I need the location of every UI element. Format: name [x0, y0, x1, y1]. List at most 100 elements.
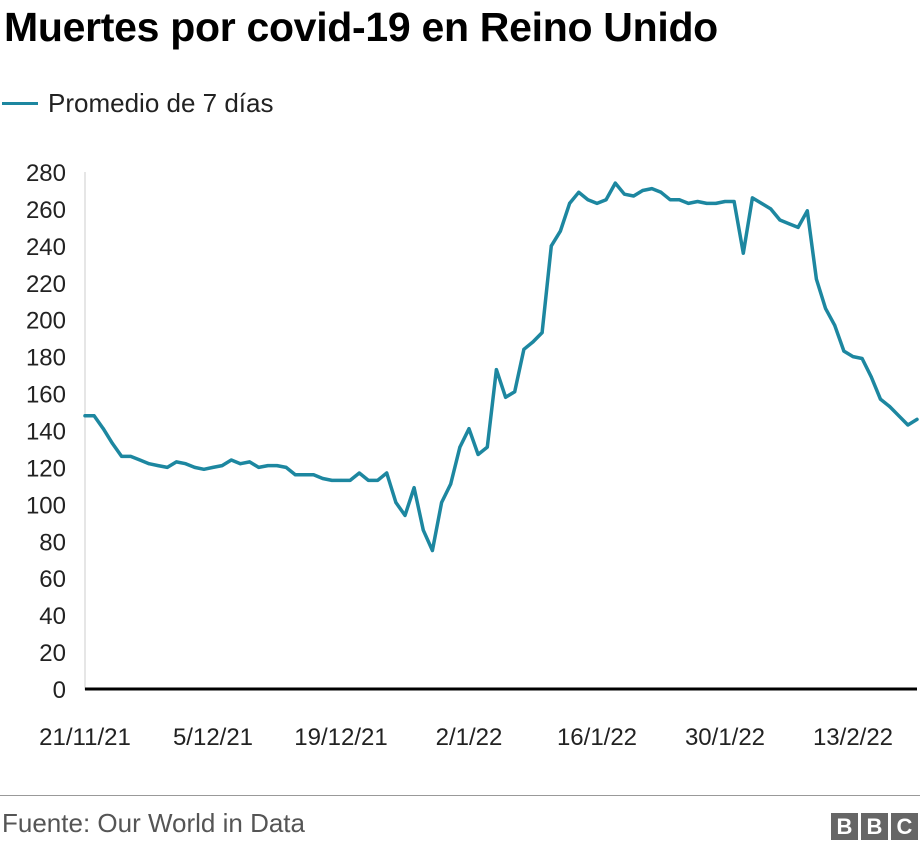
y-tick-labels: 0 20 40 60 80 100 120 140 160 180 200 220 240 260 280 [26, 160, 66, 704]
data-point [622, 192, 626, 196]
data-point [101, 427, 105, 431]
data-point [92, 414, 96, 418]
data-point [120, 454, 124, 458]
chart-title: Muertes por covid-19 en Reino Unido [4, 4, 718, 50]
bbc-logo: B B C [831, 813, 918, 840]
data-point [805, 209, 809, 213]
data-point [586, 198, 590, 202]
data-point [357, 471, 361, 475]
data-point [604, 198, 608, 202]
x-tick-label: 16/1/22 [557, 724, 637, 751]
x-tick-label: 30/1/22 [685, 724, 765, 751]
data-point [787, 222, 791, 226]
data-point [440, 501, 444, 505]
data-point [677, 198, 681, 202]
bbc-logo-block: B [831, 813, 858, 840]
data-point [824, 307, 828, 311]
y-tick-label: 40 [39, 603, 66, 630]
data-point [147, 462, 151, 466]
data-point [83, 414, 87, 418]
y-tick-label: 20 [39, 640, 66, 667]
data-point [229, 458, 233, 462]
footer-divider [0, 795, 920, 796]
y-tick-label: 260 [26, 197, 66, 224]
source-note: Fuente: Our World in Data [2, 808, 305, 838]
data-point [312, 473, 316, 477]
data-point [760, 201, 764, 205]
series-line [83, 181, 919, 553]
data-point [302, 473, 306, 477]
data-point [696, 200, 700, 204]
y-tick-label: 120 [26, 455, 66, 482]
series-group [83, 181, 919, 553]
data-point [796, 225, 800, 229]
data-point [129, 454, 133, 458]
data-point [540, 331, 544, 335]
data-point [421, 528, 425, 532]
data-point [714, 201, 718, 205]
legend: Promedio de 7 días [2, 88, 273, 119]
data-point [613, 181, 617, 185]
data-point [110, 441, 114, 445]
data-point [504, 395, 508, 399]
data-point [211, 465, 215, 469]
data-point [394, 501, 398, 505]
y-tick-label: 0 [53, 677, 66, 704]
data-point [732, 200, 736, 204]
data-point [741, 251, 745, 255]
bbc-logo-block: C [891, 813, 918, 840]
x-tick-label: 5/12/21 [173, 724, 253, 751]
data-point [897, 414, 901, 418]
data-point [248, 460, 252, 464]
data-point [485, 445, 489, 449]
data-point [476, 453, 480, 457]
data-point [376, 478, 380, 482]
data-point [293, 473, 297, 477]
data-point [348, 478, 352, 482]
y-tick-label: 220 [26, 271, 66, 298]
line-chart: 020406080100120140160180200220240260280 … [26, 160, 919, 751]
data-point [833, 323, 837, 327]
data-point [430, 549, 434, 553]
data-point [156, 464, 160, 468]
data-point [275, 464, 279, 468]
y-tick-label: 100 [26, 492, 66, 519]
y-tick-label: 140 [26, 419, 66, 446]
y-tick-label: 280 [26, 160, 66, 187]
data-point [174, 460, 178, 464]
data-point [568, 201, 572, 205]
data-point [577, 190, 581, 194]
x-tick-label: 13/2/22 [813, 724, 893, 751]
data-point [366, 478, 370, 482]
legend-label: Promedio de 7 días [48, 88, 274, 118]
data-point [403, 513, 407, 517]
data-point [668, 198, 672, 202]
data-point [257, 465, 261, 469]
y-tick-label: 240 [26, 234, 66, 261]
data-point [659, 190, 663, 194]
data-point [385, 471, 389, 475]
data-point [906, 423, 910, 427]
y-tick-label: 160 [26, 382, 66, 409]
data-point [595, 201, 599, 205]
x-tick-label: 19/12/21 [294, 724, 387, 751]
data-point [558, 229, 562, 233]
data-point [878, 397, 882, 401]
data-point [632, 194, 636, 198]
legend-swatch [2, 102, 38, 105]
data-point [650, 187, 654, 191]
data-point [458, 445, 462, 449]
x-tick-labels: 21/11/21 5/12/21 19/12/21 2/1/22 16/1/22 30/1… [39, 724, 893, 751]
data-point [814, 277, 818, 281]
data-point [449, 482, 453, 486]
data-point [842, 349, 846, 353]
data-point [888, 404, 892, 408]
data-point [330, 478, 334, 482]
data-point [184, 462, 188, 466]
data-point [494, 368, 498, 372]
data-point [705, 201, 709, 205]
data-point [686, 201, 690, 205]
x-tick-label: 2/1/22 [436, 724, 503, 751]
data-point [778, 218, 782, 222]
data-point [549, 244, 553, 248]
